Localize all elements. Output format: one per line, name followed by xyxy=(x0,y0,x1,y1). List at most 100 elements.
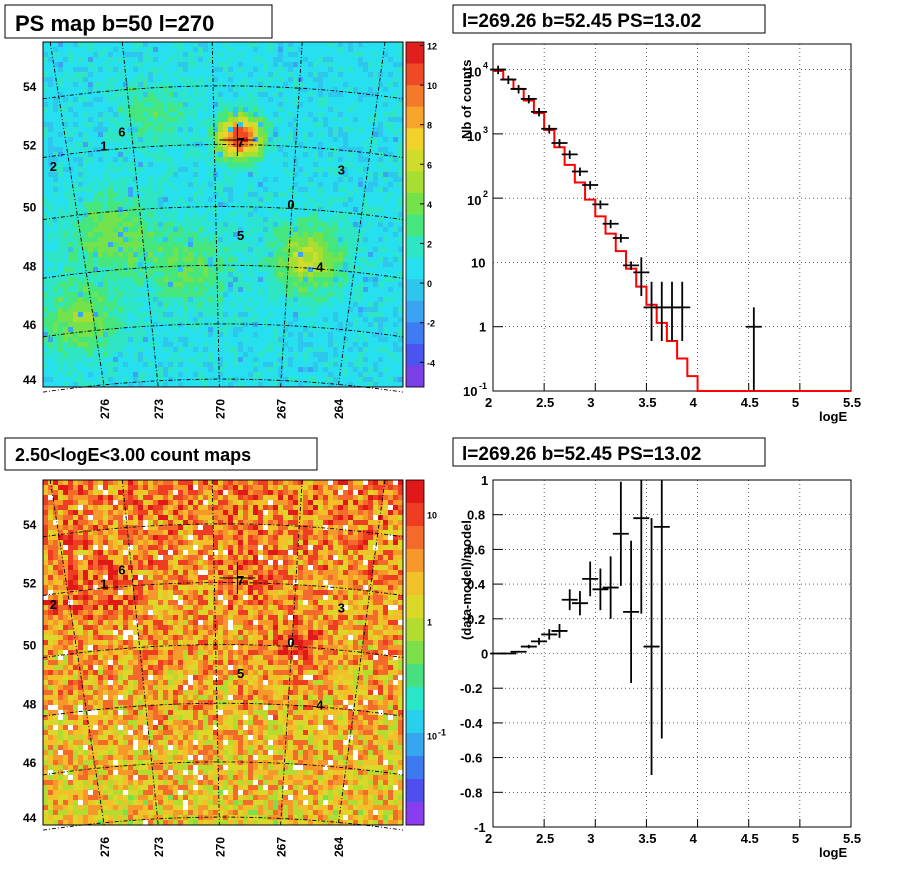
map-cell xyxy=(308,252,314,258)
map-cell xyxy=(113,202,119,208)
map-cell xyxy=(193,152,199,158)
map-cell xyxy=(138,312,144,318)
map-cell xyxy=(123,112,129,118)
map-cell xyxy=(93,87,99,93)
map-cell xyxy=(123,82,129,88)
map-cell xyxy=(88,307,94,313)
map-cell xyxy=(228,262,234,268)
map-cell xyxy=(83,342,89,348)
map-cell xyxy=(103,152,109,158)
map-cell xyxy=(118,57,124,63)
map-cell xyxy=(153,307,159,313)
map-cell xyxy=(193,282,199,288)
map-cell xyxy=(328,217,334,223)
map-cell xyxy=(153,182,159,188)
map-cell xyxy=(168,42,174,48)
map-cell xyxy=(278,277,284,283)
map-cell xyxy=(353,102,359,108)
map-cell xyxy=(273,257,279,263)
map-cell xyxy=(193,242,199,248)
map-cell xyxy=(78,262,84,268)
map-cell xyxy=(228,372,234,378)
map-cell xyxy=(143,352,149,358)
map-cell xyxy=(48,52,54,58)
map-cell xyxy=(88,227,94,233)
map-cell xyxy=(323,62,329,68)
map-cell xyxy=(153,127,159,133)
map-cell xyxy=(358,187,364,193)
map-cell xyxy=(68,202,74,208)
map-cell xyxy=(268,182,274,188)
map-cell xyxy=(183,382,189,388)
map-cell xyxy=(318,237,324,243)
map-cell xyxy=(383,272,389,278)
map-cell xyxy=(303,287,309,293)
map-cell xyxy=(328,142,334,148)
map-cell xyxy=(243,222,249,228)
map-cell xyxy=(223,247,229,253)
map-cell xyxy=(203,317,209,323)
map-cell xyxy=(108,67,114,73)
map-cell xyxy=(238,222,244,228)
map-cell xyxy=(358,277,364,283)
map-cell xyxy=(123,157,129,163)
map-cell xyxy=(318,337,324,343)
map-cell xyxy=(333,207,339,213)
map-cell xyxy=(198,317,204,323)
map-cell xyxy=(353,307,359,313)
map-cell xyxy=(113,257,119,263)
map-cell xyxy=(278,247,284,253)
map-cell xyxy=(93,192,99,198)
map-cell xyxy=(348,72,354,78)
map-cell xyxy=(233,162,239,168)
map-cell xyxy=(53,152,59,158)
map-cell xyxy=(258,242,264,248)
map-cell xyxy=(133,182,139,188)
map-cell xyxy=(83,182,89,188)
map-cell xyxy=(188,252,194,258)
map-cell xyxy=(43,132,49,138)
map-cell xyxy=(143,162,149,168)
map-cell xyxy=(63,382,69,388)
map-cell xyxy=(118,297,124,303)
map-cell xyxy=(58,362,64,368)
map-cell xyxy=(343,122,349,128)
map-cell xyxy=(98,272,104,278)
map-cell xyxy=(228,282,234,288)
map-cell xyxy=(218,72,224,78)
map-cell xyxy=(288,147,294,153)
map-cell xyxy=(223,222,229,228)
map-cell xyxy=(268,202,274,208)
map-cell xyxy=(278,212,284,218)
map-cell xyxy=(213,42,219,48)
map-cell xyxy=(73,372,79,378)
map-cell xyxy=(88,127,94,133)
map-cell xyxy=(178,272,184,278)
map-cell xyxy=(313,212,319,218)
map-cell xyxy=(128,137,134,143)
map-cell xyxy=(98,352,104,358)
map-cell xyxy=(103,197,109,203)
map-cell xyxy=(83,367,89,373)
map-cell xyxy=(368,222,374,228)
map-cell xyxy=(228,77,234,83)
map-cell xyxy=(218,312,224,318)
map-cell xyxy=(283,137,289,143)
map-cell xyxy=(48,252,54,258)
map-cell xyxy=(328,162,334,168)
map-cell xyxy=(363,252,369,258)
map-cell xyxy=(223,302,229,308)
map-cell xyxy=(173,202,179,208)
map-cell xyxy=(48,317,54,323)
map-cell xyxy=(388,252,394,258)
map-cell xyxy=(108,357,114,363)
map-cell xyxy=(43,202,49,208)
map-cell xyxy=(248,57,254,63)
map-cell xyxy=(268,232,274,238)
map-cell xyxy=(138,162,144,168)
map-cell xyxy=(288,157,294,163)
map-cell xyxy=(83,297,89,303)
map-cell xyxy=(258,157,264,163)
map-cell xyxy=(318,317,324,323)
map-cell xyxy=(68,77,74,83)
